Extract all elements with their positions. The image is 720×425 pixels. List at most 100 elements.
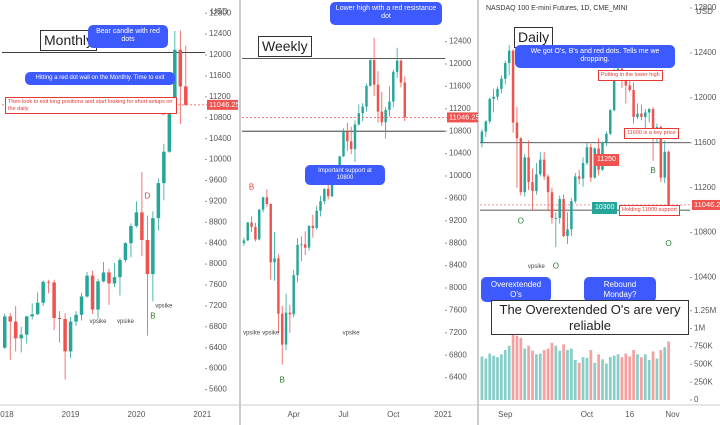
volume-bar: [659, 350, 663, 400]
volume-bar: [593, 362, 597, 400]
candle-body: [326, 188, 330, 197]
candle-body: [145, 240, 150, 275]
volume-bar: [542, 350, 546, 400]
last-price-tag: [692, 199, 720, 210]
y-tick-label: 12000: [449, 59, 472, 68]
candle-body: [380, 111, 384, 123]
candle-body: [151, 218, 155, 275]
candle-body: [254, 226, 257, 240]
candle-body: [2, 316, 7, 348]
candle-body: [250, 222, 253, 227]
candle-body: [492, 96, 495, 99]
volume-bar: [507, 345, 511, 400]
annotation: Overextended O's: [481, 277, 551, 303]
candle-body: [539, 159, 542, 175]
y-tick-label: 7200: [209, 301, 227, 310]
y-tick-label: 7200: [449, 328, 467, 337]
candle-body: [46, 281, 51, 283]
volume-bar: [640, 357, 643, 400]
volume-bar: [550, 342, 554, 400]
volume-bar: [589, 350, 593, 400]
y-tick-label: 11600: [449, 82, 471, 91]
y-tick-label: 12000: [694, 93, 717, 102]
x-tick-label: 2021: [434, 410, 452, 419]
x-tick-label: 2018: [0, 410, 14, 419]
y-tick-label: 6800: [209, 322, 227, 331]
annotation: Lower high with a red resistance dot: [330, 2, 442, 25]
currency: USD: [211, 7, 228, 16]
volume-tick-label: 250K: [694, 377, 713, 386]
x-tick-label: 16: [625, 410, 634, 419]
candle-body: [507, 50, 511, 64]
candle-body: [527, 157, 530, 183]
volume-bar: [523, 348, 527, 400]
candle-body: [261, 197, 265, 210]
candle-body: [85, 275, 89, 297]
volume-bar: [597, 354, 600, 400]
last-price-tag: [447, 112, 478, 123]
volume-bar: [531, 350, 534, 400]
y-tick-label: 6800: [449, 350, 467, 359]
candle-body: [296, 244, 299, 276]
x-tick-label: 2020: [128, 410, 146, 419]
candle-body: [140, 212, 144, 241]
volume-bar: [643, 354, 647, 400]
candle-body: [651, 109, 655, 139]
volume-bar: [608, 357, 612, 400]
last-price-tag: [207, 99, 238, 110]
y-tick-label: 9600: [209, 176, 227, 185]
signal-label: B: [280, 376, 285, 385]
annotation: 11600 is a key price: [624, 128, 679, 139]
candle-body: [612, 72, 616, 111]
candle-body: [19, 334, 23, 339]
candle-body: [388, 101, 391, 110]
candle-body: [41, 281, 45, 303]
annotation: The Overextended O's are very reliable: [491, 300, 689, 336]
volume-tick-label: 750K: [694, 342, 713, 351]
y-tick-label: 11600: [209, 71, 231, 80]
candle-body: [323, 188, 326, 202]
candle-body: [353, 124, 357, 150]
volume-bar: [488, 353, 492, 400]
x-tick-label: Sep: [498, 410, 513, 419]
y-tick-label: 7600: [449, 306, 467, 315]
y-tick-label: 8400: [209, 238, 227, 247]
signal-label: vpsike: [262, 330, 280, 336]
annotation: 10300: [592, 202, 618, 215]
volume-bar: [511, 330, 515, 400]
volume-bar: [515, 335, 519, 400]
volume-bar: [496, 357, 499, 400]
candle-body: [24, 316, 29, 335]
y-tick-label: 10800: [209, 113, 232, 122]
volume-bar: [577, 362, 581, 400]
volume-bar: [519, 337, 523, 400]
y-tick-label: 8800: [449, 238, 467, 247]
volume-bar: [632, 350, 635, 400]
x-tick-label: Nov: [665, 410, 679, 419]
candle-body: [284, 312, 288, 345]
candle-body: [496, 88, 499, 97]
annotation: Bear candle with red dots: [88, 25, 168, 48]
candle-body: [258, 209, 261, 240]
y-tick-label: 10800: [694, 228, 717, 237]
panel-title: Weekly: [258, 36, 312, 57]
x-tick-label: Oct: [387, 410, 400, 419]
candle-body: [515, 122, 519, 139]
volume-bar: [616, 354, 620, 400]
y-tick-label: 7600: [209, 280, 227, 289]
annotation: Rebound Monday?: [584, 277, 656, 303]
candle-body: [628, 85, 631, 90]
candle-body: [330, 176, 334, 197]
candle-body: [346, 131, 349, 142]
candle-body: [546, 176, 550, 193]
x-tick-label: Oct: [581, 410, 594, 419]
panel-title: Monthly: [40, 30, 98, 51]
y-tick-label: 10000: [449, 171, 472, 180]
candle-body: [265, 197, 269, 204]
last-price-label: 11046.25: [209, 100, 240, 109]
candle-body: [384, 109, 387, 123]
candle-body: [636, 113, 639, 117]
candle-body: [292, 275, 295, 315]
volume-tick-label: 1M: [694, 324, 705, 333]
